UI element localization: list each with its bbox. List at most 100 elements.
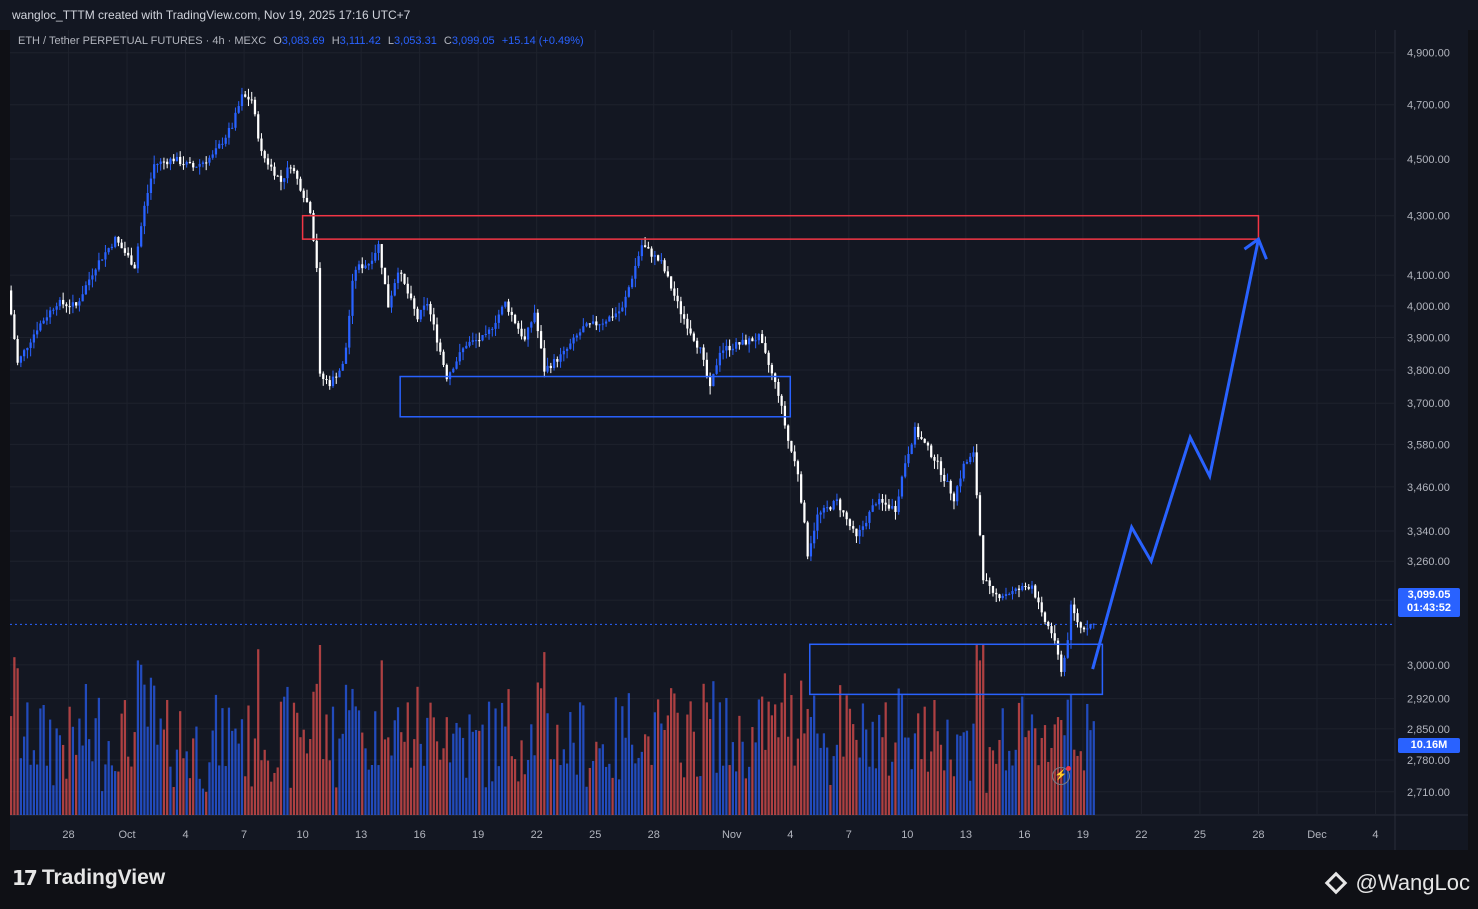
volume-bar bbox=[816, 733, 819, 815]
candle-body bbox=[735, 342, 738, 349]
candle-body bbox=[982, 535, 985, 581]
volume-bar bbox=[380, 660, 383, 815]
volume-bar bbox=[309, 738, 312, 815]
candle-body bbox=[16, 339, 19, 363]
volume-bar bbox=[666, 715, 669, 815]
volume-bar bbox=[244, 776, 247, 815]
candle-body bbox=[1024, 585, 1027, 588]
volume-bar bbox=[448, 762, 452, 815]
candle-body bbox=[127, 252, 130, 256]
volume-bar bbox=[45, 765, 49, 815]
time-tick-label: 22 bbox=[531, 829, 543, 841]
volume-bar bbox=[1092, 721, 1095, 815]
open-label: O bbox=[273, 35, 282, 47]
candle-body bbox=[845, 512, 848, 520]
candle-body bbox=[517, 323, 520, 329]
candle-body bbox=[562, 350, 565, 355]
candle-body bbox=[673, 288, 676, 296]
volume-bar bbox=[260, 760, 263, 815]
candle-body bbox=[484, 333, 487, 336]
candle-body bbox=[936, 460, 939, 462]
volume-bar bbox=[383, 739, 387, 815]
volume-bar bbox=[357, 710, 361, 815]
volume-bar bbox=[127, 756, 130, 815]
high-value: 3,111.42 bbox=[339, 35, 381, 47]
candle-body bbox=[221, 143, 224, 145]
volume-bar bbox=[351, 688, 354, 815]
candle-body bbox=[900, 476, 904, 497]
volume-bar bbox=[227, 707, 231, 815]
candle-body bbox=[338, 370, 341, 378]
volume-bar bbox=[735, 771, 738, 815]
candle-body bbox=[884, 502, 887, 505]
volume-bar bbox=[780, 702, 783, 815]
projection-path bbox=[1091, 236, 1268, 670]
volume-bar bbox=[930, 751, 933, 815]
candle-body bbox=[897, 496, 900, 512]
candle-body bbox=[991, 585, 995, 593]
candle-body bbox=[751, 338, 754, 342]
candle-body bbox=[445, 364, 448, 380]
last-price-tag: 3,099.05 01:43:52 bbox=[1398, 588, 1460, 617]
volume-bar bbox=[221, 708, 224, 815]
price-tick-label: 4,500.00 bbox=[1407, 154, 1450, 166]
chart-frame[interactable]: 4,900.00 4,700.00 4,500.00 4,300.00 4,100.00… bbox=[10, 30, 1468, 850]
candle-body bbox=[130, 255, 133, 265]
candle-body bbox=[748, 338, 751, 345]
volume-bar bbox=[1030, 714, 1034, 815]
candle-body bbox=[84, 285, 88, 295]
symbol-legend: ETH / Tether PERPETUAL FUTURES · 4h · ME… bbox=[18, 35, 584, 47]
volume-bar bbox=[705, 702, 709, 815]
volume-bar bbox=[23, 736, 26, 815]
volume-bar bbox=[900, 695, 904, 815]
volume-bar bbox=[413, 739, 416, 815]
candle-body bbox=[211, 154, 214, 158]
candle-body bbox=[933, 457, 936, 461]
candle-body bbox=[231, 127, 234, 129]
volume-bar bbox=[757, 699, 761, 815]
volume-bar bbox=[377, 765, 380, 815]
volume-bar bbox=[695, 776, 699, 815]
lightning-icon[interactable]: ⚡ bbox=[1052, 766, 1071, 785]
projection-arrowhead bbox=[1243, 236, 1268, 260]
candle-body bbox=[891, 506, 894, 509]
candle-body bbox=[907, 453, 910, 464]
volume-bar bbox=[140, 664, 143, 815]
brand-name: TradingView bbox=[41, 866, 166, 889]
candle-body bbox=[110, 246, 114, 249]
volume-bar bbox=[354, 706, 357, 815]
volume-bar bbox=[403, 741, 406, 815]
candle-body bbox=[728, 345, 731, 351]
volume-bar bbox=[1034, 728, 1037, 815]
volume-bar bbox=[1069, 694, 1073, 815]
price-chart[interactable]: 4,900.00 4,700.00 4,500.00 4,300.00 4,100.00… bbox=[10, 30, 1468, 850]
volume-bar bbox=[1004, 770, 1008, 815]
candle-body bbox=[335, 376, 338, 378]
volume-bar bbox=[949, 759, 952, 815]
candle-body bbox=[10, 290, 13, 315]
candle-body bbox=[595, 321, 598, 326]
volume-bar bbox=[500, 702, 504, 815]
volume-bar bbox=[78, 718, 81, 815]
candle-body bbox=[172, 158, 175, 162]
candle-body bbox=[722, 350, 725, 353]
candle-body bbox=[276, 175, 279, 177]
candle-body bbox=[296, 171, 299, 179]
candle-body bbox=[461, 348, 465, 353]
candle-body bbox=[676, 295, 679, 302]
price-tick-label: 3,260.00 bbox=[1407, 556, 1450, 568]
volume-bar bbox=[344, 684, 348, 815]
volume-bar bbox=[790, 695, 793, 815]
candle-body bbox=[790, 440, 793, 452]
volume-bar bbox=[406, 702, 409, 815]
candle-body bbox=[640, 245, 643, 257]
candle-body bbox=[117, 236, 120, 243]
tradingview-logo[interactable]: 17 TradingView bbox=[12, 866, 165, 890]
volume-bar bbox=[754, 742, 757, 815]
footer-bar: 17 TradingView @WangLoc bbox=[0, 850, 1478, 909]
candle-body bbox=[88, 279, 91, 286]
volume-bar bbox=[335, 787, 338, 815]
candle-body bbox=[731, 348, 735, 351]
time-tick-label: 28 bbox=[648, 829, 660, 841]
candle-body bbox=[458, 352, 461, 362]
